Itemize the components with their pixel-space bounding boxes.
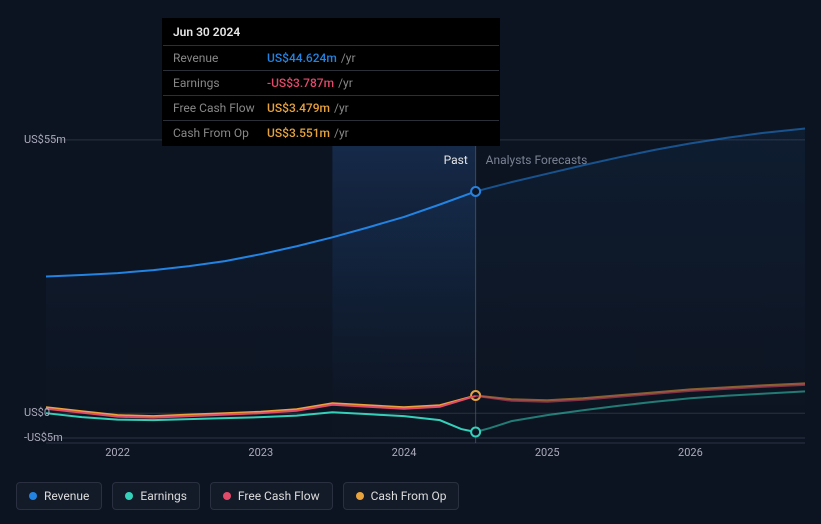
legend-label: Free Cash Flow xyxy=(238,489,320,503)
legend-label: Revenue xyxy=(44,489,89,503)
tooltip-metric-value: US$3.479m xyxy=(267,101,330,115)
tooltip-row: Cash From OpUS$3.551m/yr xyxy=(163,121,499,145)
legend-dot xyxy=(223,492,231,500)
region-label-forecast: Analysts Forecasts xyxy=(486,153,588,167)
tooltip-metric-value: -US$3.787m xyxy=(267,76,334,90)
legend-item-revenue[interactable]: Revenue xyxy=(16,482,102,510)
legend-dot xyxy=(29,492,37,500)
tooltip-metric-unit: /yr xyxy=(334,126,349,140)
legend-item-earnings[interactable]: Earnings xyxy=(112,482,200,510)
tooltip-metric-label: Revenue xyxy=(173,51,267,65)
x-axis-label: 2022 xyxy=(105,446,130,459)
region-label-past: Past xyxy=(444,153,468,167)
tooltip-metric-unit: /yr xyxy=(338,76,353,90)
tooltip-row: Free Cash FlowUS$3.479m/yr xyxy=(163,96,499,121)
chart-legend: Revenue Earnings Free Cash Flow Cash From O… xyxy=(16,482,459,510)
legend-label: Earnings xyxy=(140,489,187,503)
x-axis-label: 2026 xyxy=(678,446,703,459)
tooltip-row: Earnings-US$3.787m/yr xyxy=(163,71,499,96)
chart-tooltip: Jun 30 2024 RevenueUS$44.624m/yrEarnings… xyxy=(162,18,500,146)
x-axis-label: 2024 xyxy=(392,446,417,459)
tooltip-metric-value: US$3.551m xyxy=(267,126,330,140)
tooltip-metric-label: Free Cash Flow xyxy=(173,101,267,115)
legend-item-free-cash-flow[interactable]: Free Cash Flow xyxy=(210,482,333,510)
tooltip-metric-label: Earnings xyxy=(173,76,267,90)
tooltip-date: Jun 30 2024 xyxy=(163,19,499,46)
legend-dot xyxy=(125,492,133,500)
tooltip-metric-unit: /yr xyxy=(341,51,356,65)
tooltip-metric-label: Cash From Op xyxy=(173,126,267,140)
x-axis-label: 2025 xyxy=(535,446,560,459)
legend-dot xyxy=(356,492,364,500)
x-axis-label: 2023 xyxy=(248,446,273,459)
tooltip-row: RevenueUS$44.624m/yr xyxy=(163,46,499,71)
legend-label: Cash From Op xyxy=(371,489,447,503)
tooltip-metric-unit: /yr xyxy=(334,101,349,115)
y-axis-label: US$55m xyxy=(24,133,66,146)
tooltip-metric-value: US$44.624m xyxy=(267,51,337,65)
y-axis-label: -US$5m xyxy=(24,431,63,444)
earnings-revenue-chart: US$55m US$0 -US$5m 2022 2023 2024 2025 2026 Pa… xyxy=(16,125,805,465)
y-axis-label: US$0 xyxy=(24,406,50,419)
legend-item-cash-from-op[interactable]: Cash From Op xyxy=(343,482,460,510)
chart-svg xyxy=(16,125,805,465)
